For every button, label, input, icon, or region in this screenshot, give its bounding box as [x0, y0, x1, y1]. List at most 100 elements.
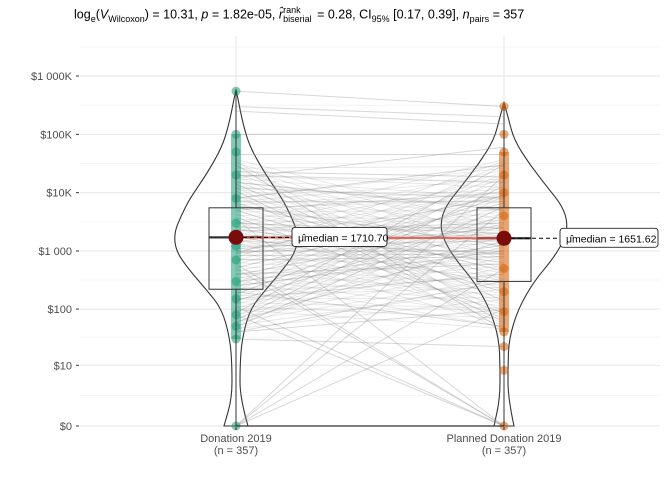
pair-line: [235, 279, 505, 328]
y-tick-label: $1 000K: [31, 71, 73, 83]
median-label-box-0: [291, 226, 388, 247]
pair-line: [235, 273, 505, 300]
pair-line: [235, 209, 505, 293]
pair-line: [235, 192, 505, 211]
pair-line: [235, 165, 505, 169]
y-tick-label: $100: [48, 304, 72, 316]
data-point: [499, 211, 509, 221]
pair-line: [235, 106, 505, 118]
pair-line: [235, 258, 505, 265]
pair-line: [235, 164, 505, 331]
pair-line: [235, 195, 505, 324]
pair-line: [235, 174, 505, 427]
pair-line: [235, 199, 505, 209]
pair-line: [235, 190, 505, 236]
pair-line: [235, 223, 505, 276]
pair-line: [235, 206, 505, 328]
pair-line: [235, 276, 505, 318]
pair-line: [235, 204, 505, 298]
pair-line: [235, 213, 505, 304]
pair-line: [235, 305, 505, 319]
title-v-value: ) = 10.31,: [144, 7, 198, 22]
title-v-sym: V: [99, 7, 109, 22]
pair-line: [235, 277, 505, 323]
title-p-value: = 1.82e-05,: [208, 7, 276, 22]
pair-line: [235, 309, 505, 333]
pair-lines: [235, 90, 505, 427]
pair-line: [235, 158, 505, 229]
pair-line: [235, 253, 505, 257]
pair-line: [235, 174, 505, 188]
pair-line: [235, 187, 505, 312]
median-label-box-1: [559, 227, 659, 248]
pair-line: [235, 250, 505, 287]
pair-line: [235, 171, 505, 178]
pair-line: [235, 268, 505, 427]
pair-line: [235, 242, 505, 305]
pair-line: [235, 218, 505, 232]
median-label-0: μ̂median = 1710.70: [298, 232, 389, 244]
pair-line: [235, 194, 505, 333]
pair-line: [235, 235, 505, 309]
pair-line: [235, 167, 505, 199]
title-n-sub: pairs: [469, 13, 490, 24]
title-r-sub: biserial: [283, 14, 312, 24]
pair-line: [235, 255, 505, 286]
pair-line: [235, 286, 505, 297]
y-tick-label: $100K: [40, 129, 72, 141]
median-label-1: μ̂median = 1651.62: [566, 233, 657, 245]
pair-line: [235, 302, 505, 309]
pair-line: [235, 188, 505, 230]
pair-line: [235, 164, 505, 199]
data-point: [231, 255, 241, 265]
pair-line: [235, 267, 505, 319]
pair-line: [235, 235, 505, 285]
pair-line: [235, 276, 505, 293]
pair-line: [235, 309, 505, 333]
y-tick-label: $10K: [46, 188, 72, 200]
pair-line: [235, 178, 505, 202]
pair-line: [235, 90, 505, 108]
pair-line: [235, 232, 505, 274]
pair-line: [235, 205, 505, 247]
pair-line: [235, 171, 505, 258]
title-r-value: = 0.28,: [313, 7, 356, 22]
pair-line: [235, 179, 505, 232]
pair-line: [235, 308, 505, 427]
x-tick-count-0: (n = 357): [214, 445, 258, 457]
pair-line: [235, 162, 505, 239]
title-log: log: [74, 7, 91, 22]
pair-line: [235, 181, 505, 209]
title-n-sym: n: [462, 7, 470, 22]
pair-line: [235, 256, 505, 261]
pair-line: [235, 246, 505, 316]
x-tick-label-0: Donation 2019: [200, 433, 272, 445]
pair-line: [235, 181, 505, 262]
pair-line: [235, 291, 505, 327]
pair-line: [235, 214, 505, 302]
pair-line: [235, 174, 505, 183]
pair-line: [235, 200, 505, 239]
pair-line: [235, 216, 505, 314]
data-point: [231, 218, 241, 228]
y-tick-label: $1 000: [38, 246, 72, 258]
title-ci-sub: 95%: [371, 13, 390, 24]
pair-line: [235, 185, 505, 321]
pair-line: [235, 240, 505, 323]
pair-line: [235, 165, 505, 250]
pair-line: [235, 309, 505, 330]
pair-line: [235, 249, 505, 326]
pair-line: [235, 253, 505, 257]
pair-line: [235, 269, 505, 297]
pair-line: [235, 110, 505, 125]
pair-line: [235, 158, 505, 225]
pair-line: [235, 194, 505, 253]
title-log-sub: e: [90, 13, 96, 24]
pair-line: [235, 242, 505, 253]
pair-line: [235, 214, 505, 302]
x-axis: Donation 2019(n = 357)Planned Donation 2…: [200, 425, 561, 457]
title-ci-value: [0.17, 0.39],: [389, 7, 460, 22]
pair-line: [235, 172, 505, 271]
title-v-sub: Wilcoxon: [108, 13, 145, 24]
